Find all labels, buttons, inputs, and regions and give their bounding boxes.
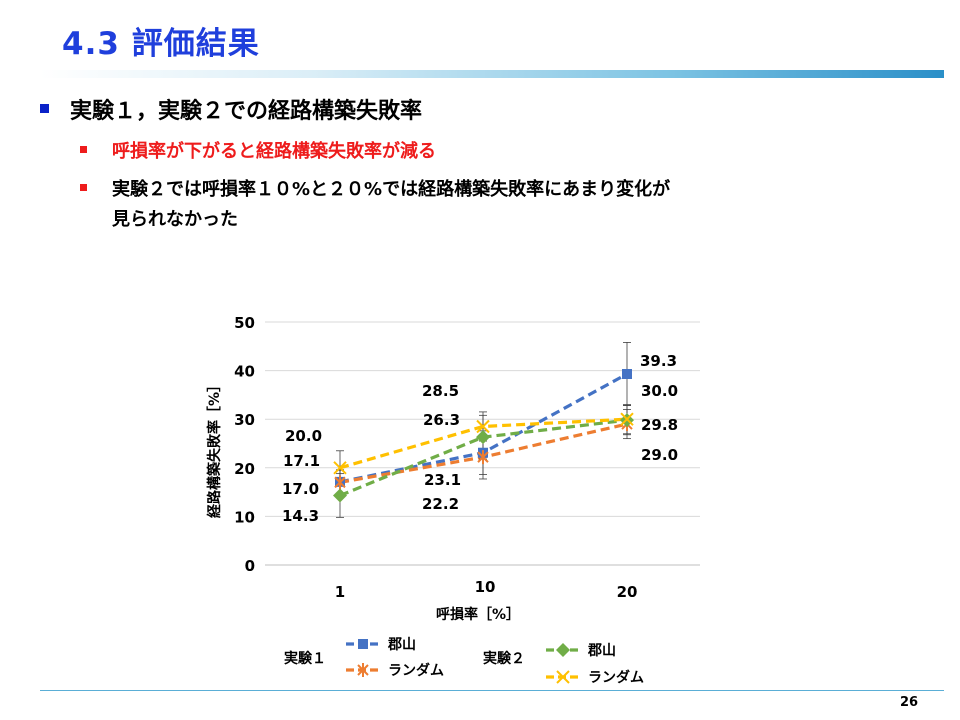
data-point-diamond [476,430,490,445]
y-tick-label: 0 [245,557,255,575]
y-tick-label: 20 [234,460,255,478]
page-number: 26 [900,695,919,710]
data-point-x [476,419,490,434]
data-point-x [620,412,634,426]
bullet-sub-1-text: 呼損率が下がると経路構築失敗率が減る [112,141,436,162]
data-label: 29.8 [641,416,678,434]
bullet-square-icon [80,146,87,153]
data-label: 23.1 [424,471,461,489]
data-label: 17.1 [283,452,320,470]
y-axis-title: 経路構築失敗率［%］ [206,378,223,518]
legend-entry-label: 郡山 [587,643,616,659]
x-tick-label: 10 [475,578,496,596]
bullet-square-icon [80,184,87,191]
data-point-star [334,475,346,490]
data-label: 29.0 [641,446,678,464]
slide-title: 4.3 評価結果 [62,26,260,62]
data-point-x [556,670,570,684]
x-tick-label: 1 [335,583,345,601]
data-point-x [333,461,347,475]
data-label: 26.3 [423,411,460,429]
y-tick-label: 30 [234,411,255,429]
bullet-sub-2-line-1: 実験２では呼損率１０%と２０%では経路構築失敗率にあまり変化が [112,179,671,200]
data-point-diamond [333,488,347,503]
y-tick-label: 10 [234,508,255,526]
data-label: 22.2 [422,495,459,513]
bullet-square-icon [40,104,49,113]
title-underline-bar [40,70,944,78]
data-label: 28.5 [422,382,459,400]
legend-entry-label: 郡山 [387,637,416,653]
data-point-star [357,663,369,677]
bullet-main-text: 実験１，実験２での経路構築失敗率 [70,99,423,124]
y-tick-label: 50 [234,314,255,332]
x-axis-title: 呼損率［%］ [436,606,520,623]
legend-group-label: 実験２ [483,650,525,667]
data-point-star [477,450,489,465]
data-point-square [622,369,632,380]
y-tick-label: 40 [234,363,255,381]
legend-group-label: 実験１ [284,650,326,667]
data-label: 20.0 [285,427,322,445]
data-label: 30.0 [641,382,678,400]
x-tick-label: 20 [617,583,638,601]
data-point-square [358,639,368,649]
data-label: 39.3 [640,352,677,370]
legend-entry-label: ランダム [388,662,444,679]
bullet-sub-2-text: 実験２では呼損率１０%と２０%では経路構築失敗率にあまり変化が 見られなかった [112,175,670,235]
data-label: 14.3 [282,507,319,525]
footer-divider [40,690,944,691]
legend-entry-label: ランダム [588,669,644,686]
data-point-diamond [556,643,570,657]
data-label: 17.0 [282,480,319,498]
bullet-sub-2-line-2: 見られなかった [112,209,238,230]
